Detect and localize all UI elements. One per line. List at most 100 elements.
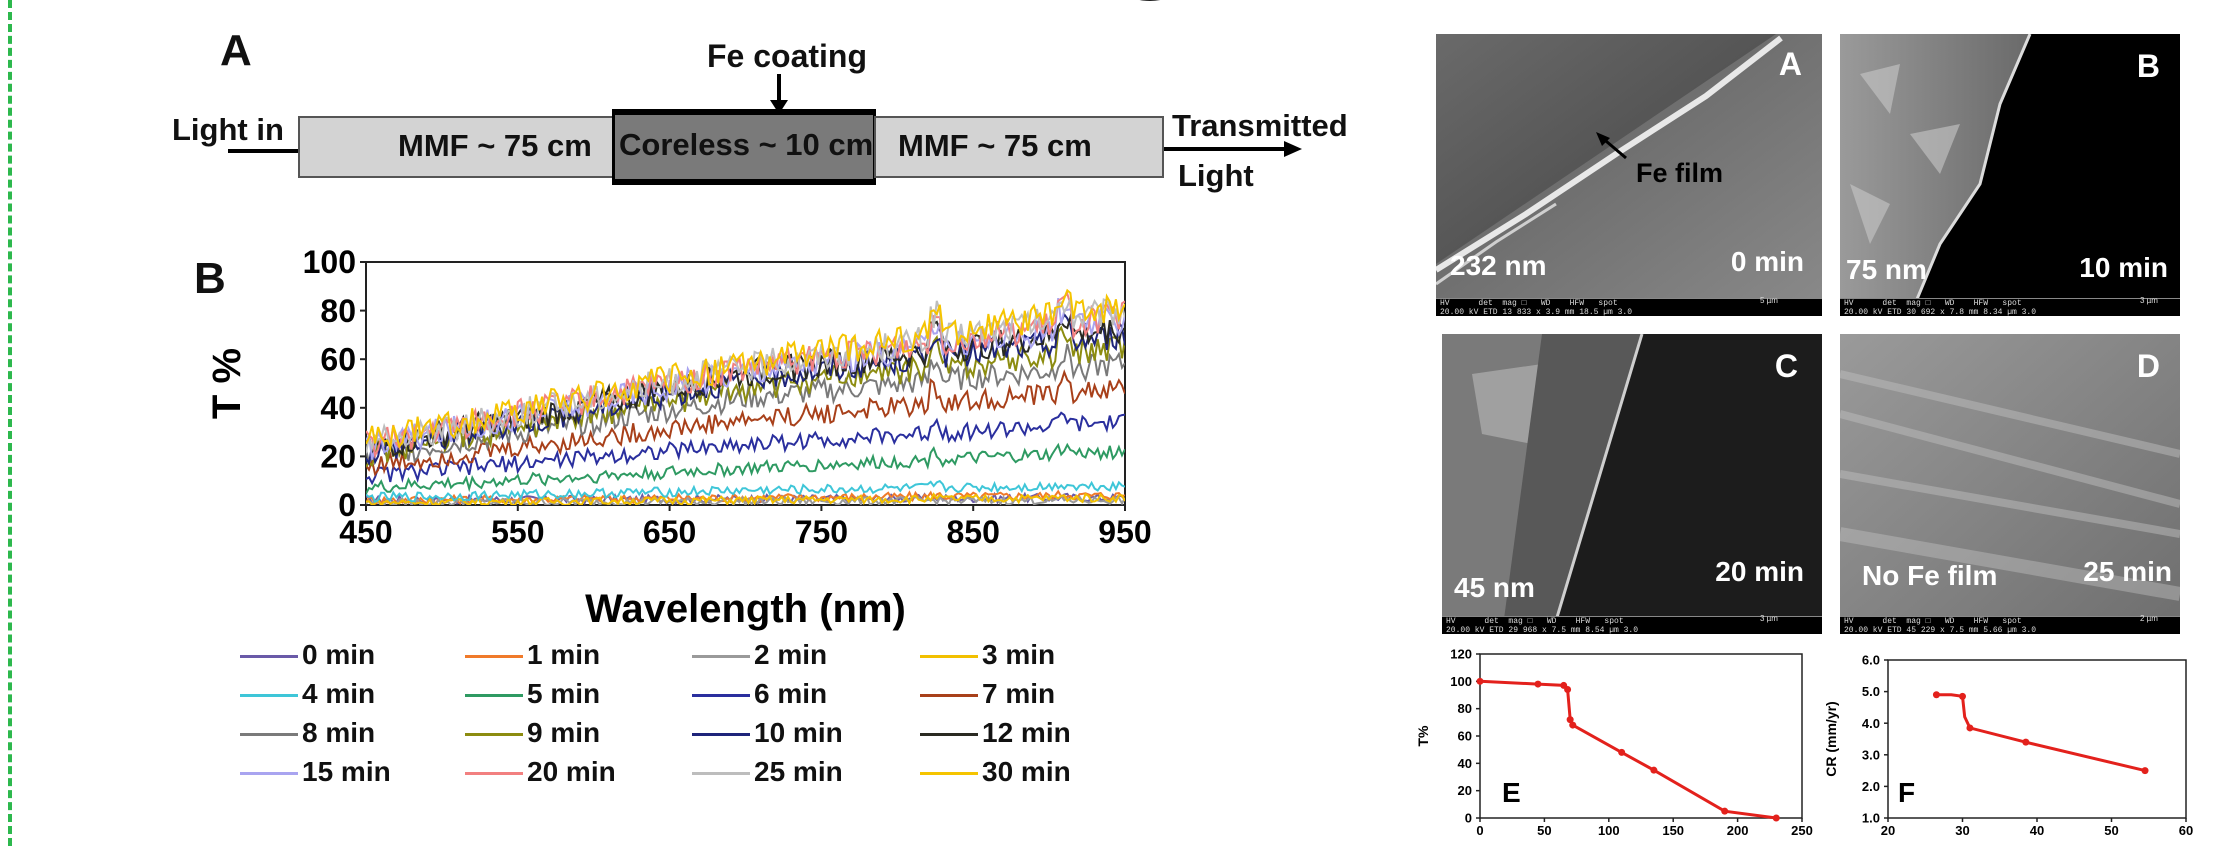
- sem-image-d: D No Fe film 25 min HV det mag □ WD HFW …: [1840, 334, 2180, 634]
- mmf-left-label: MMF ~ 75 cm: [398, 128, 592, 163]
- x-tick-label: 550: [491, 514, 544, 550]
- x-tick-label: 950: [1098, 514, 1151, 550]
- series-line-7-min: [366, 369, 1125, 477]
- dashed-frame-border: [8, 0, 12, 846]
- legend-swatch: [692, 694, 750, 697]
- series-line-30-min: [366, 288, 1125, 452]
- y-tick-label: 2.0: [1862, 779, 1880, 794]
- fe-coating-label: Fe coating: [707, 38, 868, 74]
- legend-swatch: [465, 655, 523, 658]
- y-tick-label: 80: [320, 293, 356, 329]
- legend-swatch: [240, 772, 298, 775]
- f-series-line: [1936, 693, 2146, 773]
- sem-b-thickness: 75 nm: [1846, 254, 1927, 285]
- e-data-point: [1564, 686, 1572, 694]
- e-data-point: [1772, 814, 1780, 822]
- sem-image-a: A Fe film 232 nm 0 min HV det mag □ WD H…: [1436, 34, 1822, 316]
- x-tick-label: 20: [1881, 823, 1895, 838]
- f-data-point: [2141, 767, 2149, 775]
- light-label: Light: [1178, 158, 1254, 193]
- legend-swatch: [240, 694, 298, 697]
- light-in-label: Light in: [172, 112, 284, 147]
- sem-a-letter: A: [1778, 46, 1802, 82]
- plot-frame: [1887, 659, 2187, 819]
- e-data-point: [1569, 721, 1577, 729]
- legend-swatch: [920, 772, 978, 775]
- legend-swatch: [920, 655, 978, 658]
- legend-swatch: [692, 733, 750, 736]
- panel-f-letter: F: [1898, 777, 1915, 808]
- f-data-point: [1932, 691, 1940, 699]
- f-data-point: [1966, 724, 1974, 732]
- series-line-6-min: [366, 411, 1125, 486]
- coreless-label: Coreless ~ 10 cm: [619, 127, 874, 162]
- coreless-box: [612, 109, 876, 185]
- y-axis-label: T%: [1415, 725, 1431, 747]
- y-tick-label: 40: [320, 390, 356, 426]
- x-tick-label: 50: [2104, 823, 2118, 838]
- legend-label: 12 min: [982, 717, 1071, 748]
- fe-coating-arrow: [770, 74, 788, 114]
- x-tick-label: 100: [1598, 823, 1620, 838]
- f-data-point: [2022, 738, 2030, 746]
- legend-swatch: [465, 694, 523, 697]
- panel-a-letter: A: [220, 26, 252, 75]
- e-data-point: [1721, 807, 1729, 815]
- x-tick-label: 50: [1537, 823, 1551, 838]
- e-series-line: [1479, 679, 1777, 820]
- f-data-point: [1959, 692, 1966, 700]
- legend-label: 6 min: [754, 678, 828, 709]
- panel-e-letter: E: [1502, 777, 1521, 808]
- x-tick-label: 150: [1662, 823, 1684, 838]
- series-line-1-min: [366, 489, 1125, 505]
- sem-d-letter: D: [2136, 348, 2160, 384]
- y-tick-label: 100: [303, 244, 356, 280]
- mmf-right-label: MMF ~ 75 cm: [898, 128, 1092, 163]
- y-axis-label: T %: [205, 348, 249, 419]
- transmission-vs-thickness-chart: 0 50 100 150 200 250 0 20 40 60 80 100 120 T% E: [1415, 647, 1813, 838]
- legend-label: 3 min: [982, 639, 1056, 670]
- transmitted-label: Transmitted: [1172, 108, 1348, 143]
- y-tick-label: 4.0: [1862, 716, 1880, 731]
- sem-d-thickness: No Fe film: [1862, 560, 1998, 591]
- legend-label: 15 min: [302, 756, 391, 787]
- e-data-point: [1476, 677, 1484, 685]
- sem-b-scale: 3 µm: [2140, 296, 2158, 305]
- y-tick-label: 20: [1458, 783, 1472, 798]
- legend-swatch: [465, 733, 523, 736]
- legend-label: 2 min: [754, 639, 828, 670]
- y-tick-label: 5.0: [1862, 684, 1880, 699]
- spectra-lines: [366, 288, 1125, 505]
- x-tick-label: 750: [795, 514, 848, 550]
- legend-label: 25 min: [754, 756, 843, 787]
- corrosion-rate-chart: 20 30 40 50 60 1.0 2.0 3.0 4.0 5.0 6.0 CR (mm/yr) F: [1823, 653, 2193, 838]
- plot-frame: [1479, 653, 1803, 819]
- e-data-point: [1566, 716, 1574, 724]
- sem-d-scale: 2 µm: [2140, 614, 2158, 623]
- e-data-point: [1534, 680, 1542, 688]
- x-tick-label: 250: [1791, 823, 1813, 838]
- sem-c-letter: C: [1774, 348, 1798, 384]
- sem-c-scale: 3 µm: [1760, 614, 1778, 623]
- legend-label: 10 min: [754, 717, 843, 748]
- legend-label: 1 min: [527, 639, 601, 670]
- sem-a-thickness: 232 nm: [1450, 250, 1547, 281]
- sem-a-scale: 5 µm: [1760, 296, 1778, 305]
- sem-a-time: 0 min: [1730, 246, 1804, 277]
- series-line-2-min: [366, 494, 1125, 505]
- legend-label: 4 min: [302, 678, 376, 709]
- sem-d-databar: HV det mag □ WD HFW spot 20.00 kV ETD 45…: [1840, 616, 2180, 634]
- mmf-right-box: [874, 116, 1164, 178]
- y-tick-label: 60: [320, 341, 356, 377]
- e-data-point: [1650, 766, 1658, 774]
- legend-swatch: [692, 655, 750, 658]
- y-axis-label: CR (mm/yr): [1823, 701, 1839, 776]
- legend-swatch: [692, 772, 750, 775]
- sem-c-databar: HV det mag □ WD HFW spot 20.00 kV ETD 29…: [1442, 616, 1822, 634]
- fe-film-annotation: Fe film: [1636, 158, 1724, 188]
- legend-label: 8 min: [302, 717, 376, 748]
- sem-image-c: C 45 nm 20 min HV det mag □ WD HFW spot …: [1442, 334, 1822, 634]
- legend-label: 5 min: [527, 678, 601, 709]
- sem-a-databar: HV det mag □ WD HFW spot 20.00 kV ETD 13…: [1436, 298, 1822, 316]
- series-line-3-min: [366, 492, 1125, 505]
